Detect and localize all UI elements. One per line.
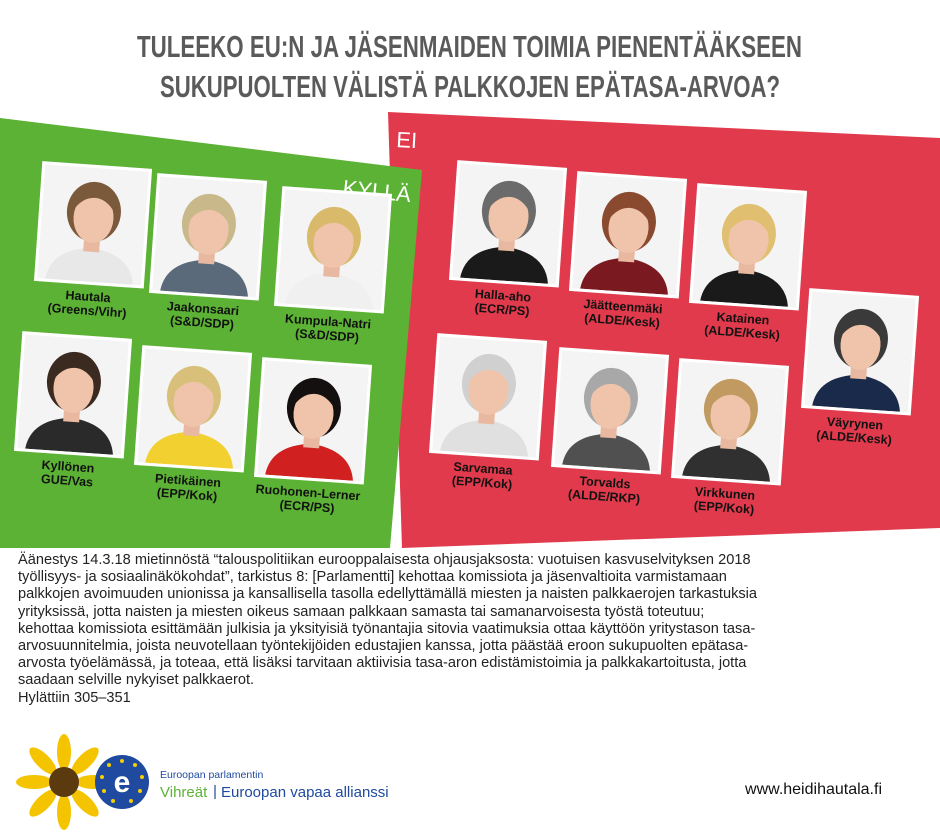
person-card: Halla-aho (ECR/PS) [450,163,564,320]
person-card: Kyllönen GUE/Vas [15,334,129,491]
party-blue: Euroopan vapaa allianssi [221,784,389,801]
description-line: Hylättiin 305–351 [18,689,131,706]
description-line: yrityksissä, jotta naisten ja miesten oi… [18,603,705,620]
person-card: Virkkunen (EPP/Kok) [672,361,786,518]
party-green: Vihreät [160,784,208,801]
portrait [137,348,249,470]
portrait [692,186,804,308]
url: www.heidihautala.fi [744,781,882,798]
description-line: arvosuunnitelmia, joista neuvotellaan ty… [18,638,749,655]
description-line: Äänestys 14.3.18 mietinnöstä “talouspoli… [18,552,751,568]
portrait [554,350,666,472]
portrait [37,164,149,286]
person-card: Jaakonsaari (S&D/SDP) [150,176,264,333]
description: Äänestys 14.3.18 mietinnöstä “talouspoli… [18,552,757,707]
person-card: Katainen (ALDE/Kesk) [690,186,804,343]
portrait [572,174,684,296]
portrait [277,189,389,311]
portrait [674,361,786,483]
description-line: saadaan selville nykyiset palkkaerot. [18,672,255,689]
title-line: SUKUPUOLTEN VÄLISTÄ PALKKOJEN EPÄTASA-AR… [160,69,780,104]
description-line: työllisyys- ja sosiaalinäkökohdat”, tark… [18,569,727,586]
person-card: Sarvamaa (EPP/Kok) [430,336,544,493]
svg-text:e: e [114,766,131,799]
person-card: Jäätteenmäki (ALDE/Kesk) [570,174,684,331]
description-line: kehottaa komissiota esittämään julkisia … [18,620,756,637]
person-card: Pietikäinen (EPP/Kok) [135,348,249,505]
person-card: Torvalds (ALDE/RKP) [552,350,666,507]
no-label: EI [396,127,418,153]
sunflower-logo [16,734,112,830]
portrait [257,360,369,482]
portrait [17,334,129,456]
description-line: palkkojen avoimuuden unionissa ja kansal… [18,586,758,603]
person-card: Ruohonen-Lerner (ECR/PS) [255,360,369,517]
portrait [152,176,264,298]
portrait [804,291,916,413]
person-card: Hautala (Greens/Vihr) [35,164,149,321]
description-line: arvosta työelämässä, ja toteaa, että lis… [18,655,747,672]
title-line: TULEEKO EU:N JA JÄSENMAIDEN TOIMIA PIENE… [137,29,802,64]
efa-logo: e [95,755,149,809]
person-card: Väyrynen (ALDE/Kesk) [802,291,916,448]
portrait [452,163,564,285]
portrait [432,336,544,458]
person-card: Kumpula-Natri (S&D/SDP) [275,189,389,346]
org-line: Euroopan parlamentin [160,769,263,781]
